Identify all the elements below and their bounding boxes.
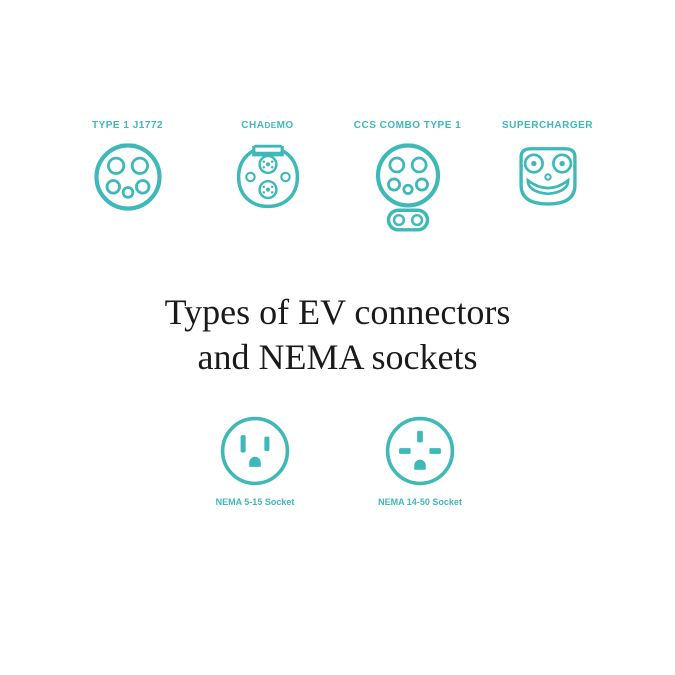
ccs1-icon <box>373 142 443 237</box>
sockets-row: NEMA 5-15 Socket NEMA 14-50 Socket <box>0 415 675 507</box>
title-line1: Types of EV connectors <box>165 292 511 332</box>
j1772-icon <box>93 142 163 237</box>
chademo-icon <box>233 142 303 237</box>
nema-14-50-icon <box>384 415 456 487</box>
connector-j1772: TYPE 1 J1772 <box>73 120 183 237</box>
connector-label: SUPERCHARGER <box>502 120 593 132</box>
connector-chademo: CHADEMO <box>213 120 323 237</box>
nema-5-15-icon <box>219 415 291 487</box>
connector-supercharger: SUPERCHARGER <box>493 120 603 237</box>
socket-nema-5-15: NEMA 5-15 Socket <box>195 415 315 507</box>
socket-label: NEMA 14-50 Socket <box>378 497 462 507</box>
socket-nema-14-50: NEMA 14-50 Socket <box>360 415 480 507</box>
title-line2: and NEMA sockets <box>198 337 478 377</box>
connector-label: TYPE 1 J1772 <box>92 120 163 132</box>
connector-ccs1: CCS COMBO TYPE 1 <box>353 120 463 237</box>
page-title: Types of EV connectors and NEMA sockets <box>0 290 675 380</box>
connectors-row: TYPE 1 J1772 CHADEMO <box>0 120 675 237</box>
supercharger-icon <box>511 142 585 237</box>
socket-label: NEMA 5-15 Socket <box>216 497 295 507</box>
connector-label: CCS COMBO TYPE 1 <box>354 120 461 132</box>
connector-label: CHADEMO <box>241 120 293 132</box>
